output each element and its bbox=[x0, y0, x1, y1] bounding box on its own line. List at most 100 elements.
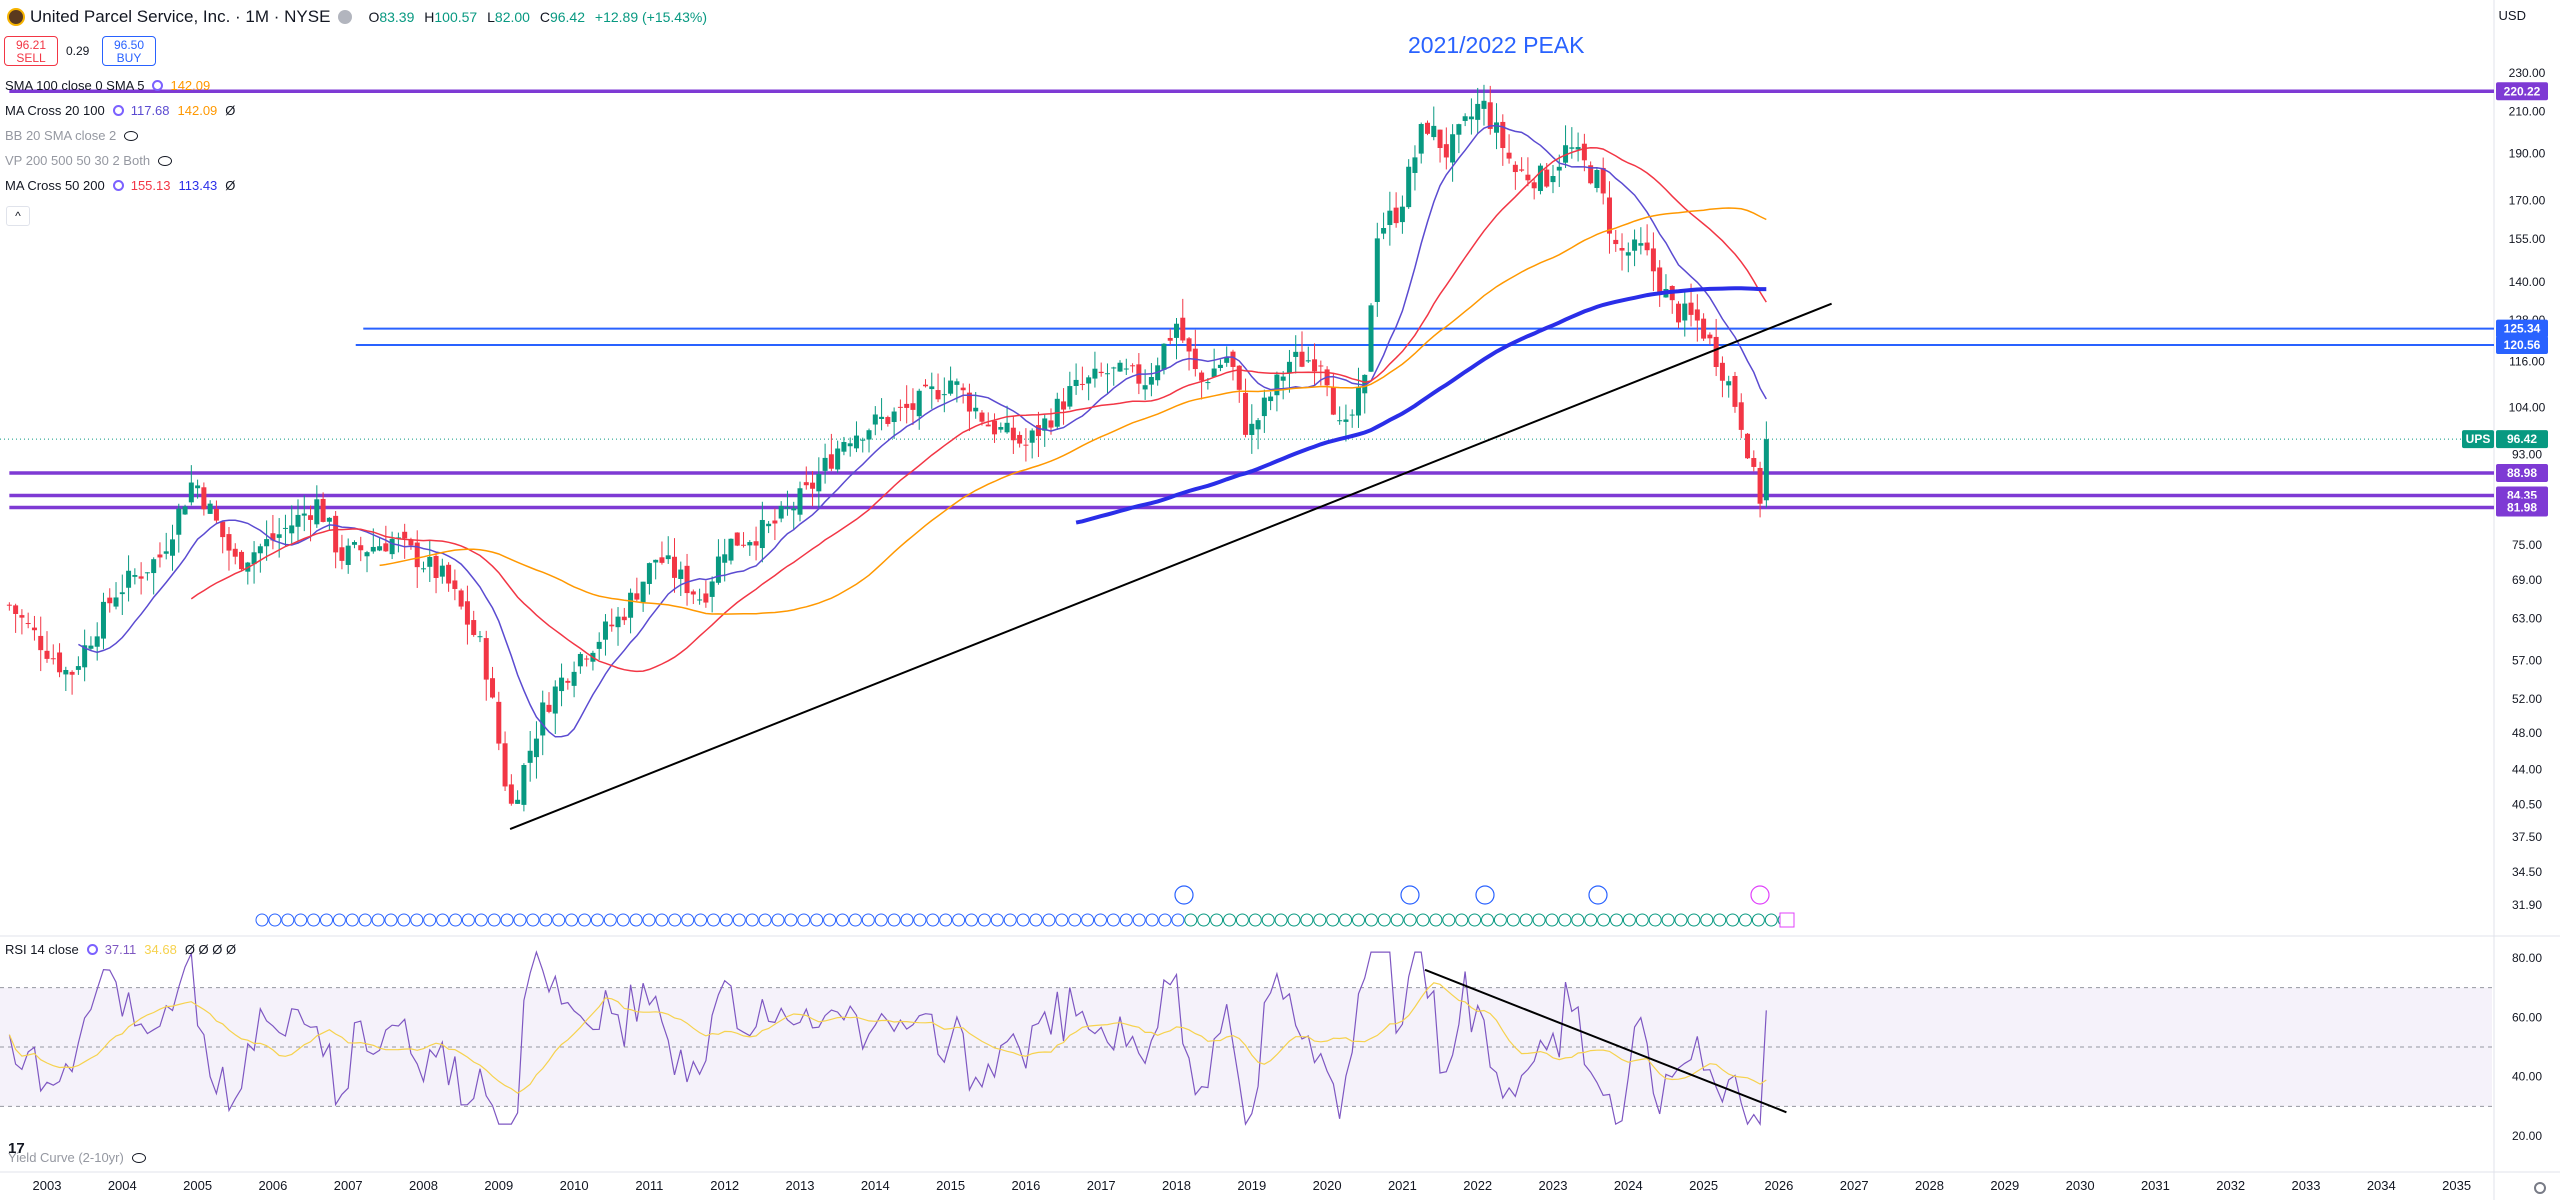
trendlines[interactable] bbox=[509, 302, 1832, 831]
yield-curve-label: Yield Curve (2-10yr) bbox=[8, 1150, 124, 1165]
candle-body bbox=[1167, 337, 1173, 341]
rsi-tick-label: 60.00 bbox=[2512, 1010, 2542, 1024]
candle-body bbox=[552, 686, 558, 714]
candle-body bbox=[653, 559, 659, 563]
candle-body bbox=[433, 555, 439, 579]
dividend-marker bbox=[552, 913, 566, 927]
settings-icon[interactable] bbox=[86, 944, 98, 955]
hidden-eye-icon[interactable] bbox=[158, 155, 173, 166]
dividend-marker bbox=[668, 913, 682, 927]
indicator-vp[interactable]: VP 200 500 50 30 2 Both bbox=[5, 153, 173, 168]
buy-button[interactable]: 96.50 BUY bbox=[102, 36, 156, 66]
candle-body bbox=[741, 544, 747, 546]
candle-body bbox=[885, 417, 891, 424]
earnings-marker bbox=[1713, 913, 1727, 927]
time-axis[interactable]: 2003 2004 2005 2006 2007 2008 2009 2010 2011 2012… bbox=[33, 1178, 2472, 1193]
candle-body bbox=[1230, 351, 1236, 367]
candle-body bbox=[201, 487, 207, 510]
candle-body bbox=[282, 527, 288, 529]
candle-body bbox=[697, 599, 703, 601]
dividend-marker bbox=[655, 913, 669, 927]
candle-body bbox=[13, 605, 19, 614]
candles bbox=[6, 84, 1769, 812]
dividend-marker bbox=[397, 913, 411, 927]
indicator-ma-cross-50-200[interactable]: MA Cross 50 200 155.13 113.43 Ø bbox=[5, 178, 235, 193]
time-tick-label: 2012 bbox=[710, 1178, 739, 1193]
earnings-marker bbox=[1339, 913, 1353, 927]
candle-body bbox=[94, 636, 100, 647]
candle-body bbox=[1694, 309, 1700, 321]
dividend-marker bbox=[565, 913, 579, 927]
candle-body bbox=[985, 424, 991, 427]
horizontal-levels[interactable] bbox=[0, 89, 2494, 510]
settings-icon[interactable] bbox=[112, 105, 124, 116]
dividend-marker bbox=[578, 913, 591, 927]
dividend-marker bbox=[590, 913, 604, 927]
candle-body bbox=[6, 604, 12, 606]
moving-averages bbox=[78, 124, 1767, 738]
earnings-marker bbox=[1764, 913, 1778, 927]
dividend-marker bbox=[1588, 885, 1608, 905]
price-label: 220.22 bbox=[2504, 84, 2541, 98]
candle-body bbox=[176, 508, 182, 535]
collapse-legend-button[interactable]: ^ bbox=[6, 206, 30, 226]
rsi-tick-label: 40.00 bbox=[2512, 1070, 2542, 1084]
peak-annotation[interactable]: 2021/2022 PEAK bbox=[1408, 32, 1585, 58]
time-tick-label: 2032 bbox=[2216, 1178, 2245, 1193]
hidden-eye-icon[interactable] bbox=[124, 130, 139, 141]
symbol-title[interactable]: United Parcel Service, Inc. · 1M · NYSE bbox=[30, 7, 331, 26]
price-label-box bbox=[2496, 319, 2548, 338]
gear-icon[interactable] bbox=[2534, 1182, 2546, 1194]
price-tick-label: 140.00 bbox=[2509, 275, 2546, 289]
rsi-pane: 80.00 60.00 40.00 20.00 bbox=[0, 950, 2542, 1143]
price-label-box bbox=[2496, 463, 2548, 482]
candle-body bbox=[1431, 125, 1437, 138]
candle-body bbox=[527, 750, 533, 763]
earnings-marker bbox=[1248, 913, 1262, 927]
candle-body bbox=[477, 636, 483, 638]
candle-body bbox=[1563, 145, 1569, 163]
hidden-eye-icon[interactable] bbox=[131, 1152, 146, 1163]
currency-label[interactable]: USD bbox=[2498, 8, 2526, 23]
price-axis[interactable]: 230.00210.00190.00170.00155.00140.00128.… bbox=[2462, 66, 2548, 912]
dividend-marker bbox=[1055, 913, 1069, 927]
earnings-marker bbox=[1584, 913, 1598, 927]
candle-body bbox=[577, 653, 583, 667]
candle-body bbox=[1506, 152, 1512, 159]
candle-body bbox=[1569, 147, 1575, 149]
sell-button[interactable]: 96.21 SELL bbox=[4, 36, 58, 66]
candle-body bbox=[860, 439, 866, 441]
earnings-marker bbox=[1506, 913, 1520, 927]
candle-body bbox=[1061, 401, 1067, 410]
candle-body bbox=[427, 556, 433, 567]
earnings-marker bbox=[1313, 913, 1327, 927]
rsi-legend[interactable]: RSI 14 close 37.11 34.68 Ø Ø Ø Ø bbox=[5, 942, 236, 957]
candle-body bbox=[596, 641, 602, 649]
candle-body bbox=[220, 521, 226, 538]
candle-body bbox=[1362, 374, 1368, 394]
settings-icon[interactable] bbox=[152, 80, 164, 91]
candle-body bbox=[1556, 166, 1562, 171]
candle-body bbox=[1343, 419, 1349, 422]
dividend-marker bbox=[1068, 913, 1082, 927]
event-markers[interactable] bbox=[255, 885, 1795, 928]
candle-body bbox=[615, 616, 621, 628]
candle-body bbox=[1456, 124, 1462, 135]
time-tick-label: 2015 bbox=[936, 1178, 965, 1193]
price-tick-label: 155.00 bbox=[2509, 232, 2546, 246]
earnings-marker bbox=[1610, 913, 1623, 927]
tradingview-logo[interactable]: 17 bbox=[8, 1140, 25, 1157]
eye-icon[interactable] bbox=[338, 10, 353, 24]
indicator-sma100[interactable]: SMA 100 close 0 SMA 5 142.09 bbox=[5, 78, 210, 93]
upcoming-earnings-marker bbox=[1779, 912, 1795, 928]
indicator-ma-cross-20-100[interactable]: MA Cross 20 100 117.68 142.09 Ø bbox=[5, 103, 235, 118]
yield-curve-legend[interactable]: Yield Curve (2-10yr) bbox=[8, 1150, 146, 1165]
indicator-bb[interactable]: BB 20 SMA close 2 bbox=[5, 128, 139, 143]
settings-icon[interactable] bbox=[112, 180, 124, 191]
candle-body bbox=[602, 621, 608, 640]
candle-body bbox=[1525, 174, 1531, 181]
candle-body bbox=[402, 531, 408, 539]
earnings-marker bbox=[1674, 913, 1688, 927]
dividend-marker bbox=[1119, 913, 1133, 927]
